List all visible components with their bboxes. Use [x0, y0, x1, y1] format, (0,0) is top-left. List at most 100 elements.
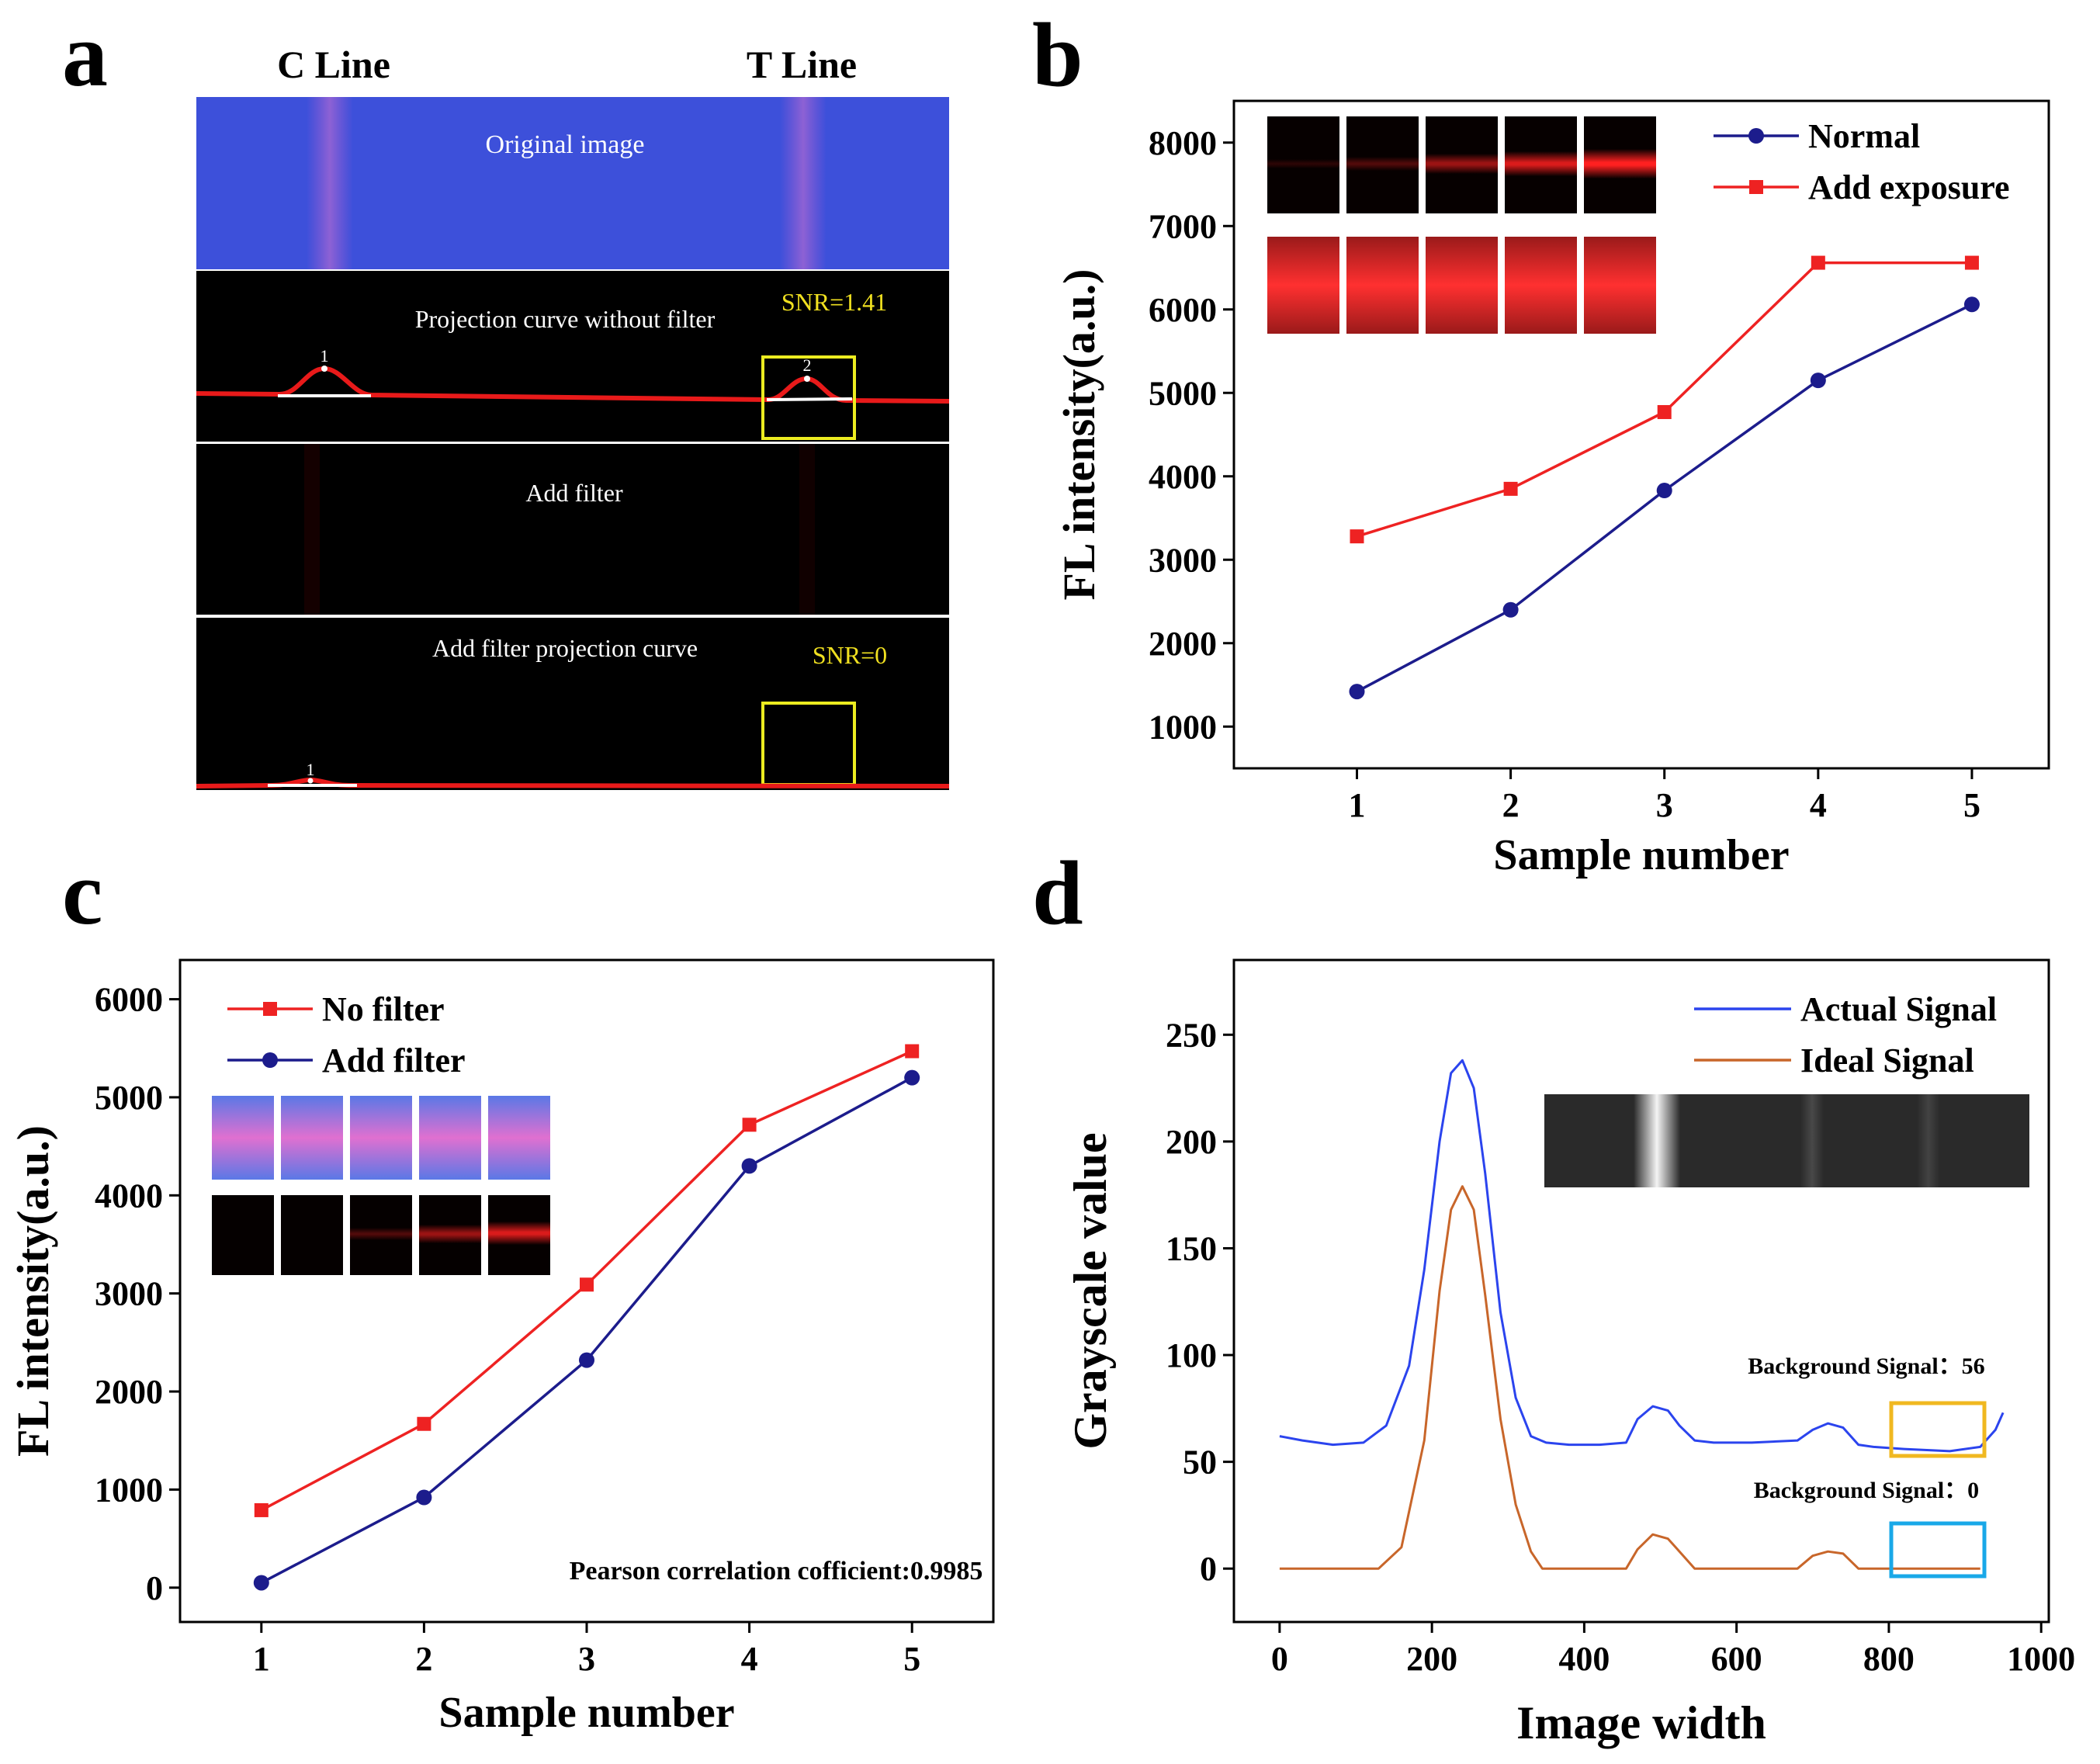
point-add-exposure	[1350, 529, 1364, 544]
peak-2-marker	[804, 376, 810, 382]
y-tick-label-c: 5000	[95, 1079, 163, 1117]
x-tick-label-c: 4	[741, 1640, 758, 1678]
x-tick-label-b: 5	[1963, 786, 1980, 824]
y-tick-label-b: 1000	[1149, 708, 1217, 746]
add-filter-label: Add filter	[525, 479, 623, 507]
snr-with-filter: SNR=0	[813, 641, 887, 669]
panel-a-letter: a	[62, 4, 108, 106]
x-tick-label-d: 1000	[2007, 1640, 2075, 1678]
t-line-label: T Line	[747, 43, 857, 86]
panel-d-inset	[1544, 1094, 2029, 1187]
y-tick-label-d: 200	[1166, 1123, 1217, 1161]
x-tick-label-c: 2	[415, 1640, 432, 1678]
legend-label-add-filter: Add filter	[322, 1041, 466, 1080]
pearson-annotation: Pearson correlation cofficient:0.9985	[570, 1557, 983, 1586]
plot-frame-b	[1232, 99, 2050, 770]
inset-b-top-row	[1267, 116, 1656, 213]
add-filter-strip: Add filter	[196, 444, 949, 615]
y-tick-label-c: 3000	[95, 1275, 163, 1313]
x-tick-label-b: 1	[1348, 786, 1365, 824]
point-add-filter	[579, 1352, 594, 1368]
x-axis-title-d: Image width	[1516, 1697, 1766, 1748]
peak-1-label: 1	[321, 346, 329, 366]
point-add-exposure	[1964, 255, 1979, 270]
panel-d: d 0 200 400 600 800 1000 0 50 100 150 200 250 Image …	[1032, 842, 2075, 1748]
y-tick-label-b: 5000	[1149, 374, 1217, 412]
point-no-filter	[580, 1277, 594, 1292]
y-axis-title-d: Grayscale value	[1065, 1132, 1116, 1449]
x-tick-label-b: 4	[1810, 786, 1827, 824]
y-tick-label-b: 7000	[1149, 207, 1217, 245]
x-tick-label-d: 800	[1863, 1640, 1915, 1678]
y-axis-title-c: FL intensity(a.u.)	[8, 1125, 58, 1457]
inset-c-bottom-row	[212, 1195, 550, 1275]
legend-marker-normal	[1748, 128, 1764, 144]
peak-2-baseline	[766, 397, 853, 401]
legend-label-no-filter: No filter	[322, 990, 445, 1028]
peak-2-label: 2	[803, 355, 812, 375]
point-no-filter	[905, 1044, 920, 1059]
point-add-filter	[741, 1158, 757, 1174]
x-tick-label-d: 400	[1558, 1640, 1610, 1678]
projection-without-filter-strip: Projection curve without filter SNR=1.41…	[196, 271, 950, 442]
x-tick-label-b: 3	[1656, 786, 1673, 824]
y-tick-label-c: 1000	[95, 1471, 163, 1509]
legend-marker-add-filter	[262, 1052, 278, 1068]
panel-d-letter: d	[1032, 842, 1083, 944]
chart-c: 1 2 3 4 5 0 1000 2000 3000 4000 5000 6000 Sample num…	[8, 958, 995, 1737]
y-tick-label-c: 2000	[95, 1373, 163, 1411]
y-tick-label-b: 6000	[1149, 291, 1217, 329]
point-add-exposure	[1503, 481, 1518, 496]
point-normal	[1502, 601, 1519, 618]
ideal-background-box	[1889, 1521, 1987, 1579]
t-line-highlight-box	[761, 355, 856, 440]
legend-marker-add-exposure	[1749, 180, 1763, 194]
y-tick-label-b: 4000	[1149, 458, 1217, 496]
y-tick-label-b: 3000	[1149, 541, 1217, 579]
add-filter-projection-strip: Add filter projection curve SNR=0 1	[196, 618, 950, 790]
y-tick-label-c: 0	[146, 1569, 163, 1607]
series-line-ideal-signal	[1279, 1185, 1980, 1570]
projection-without-filter-label: Projection curve without filter	[415, 305, 716, 333]
point-no-filter	[254, 1502, 269, 1517]
legend-label-normal: Normal	[1808, 117, 1920, 155]
point-add-filter	[904, 1069, 920, 1086]
y-tick-label-d: 100	[1166, 1336, 1217, 1374]
point-normal	[1349, 684, 1365, 700]
x-tick-label-c: 5	[903, 1640, 920, 1678]
panel-c: c 1 2 3 4 5 0 1000 2000 3000 4000 5000 6000 Sample n…	[8, 842, 995, 1737]
x-axis-title-c: Sample number	[438, 1689, 734, 1737]
y-tick-label-c: 4000	[95, 1177, 163, 1215]
panel-b-letter: b	[1032, 4, 1083, 106]
y-axis-title-b: FL intensity(a.u.)	[1054, 269, 1104, 601]
y-tick-label-b: 8000	[1149, 124, 1217, 162]
chart-d: 0 200 400 600 800 1000 0 50 100 150 200 250 Image wi…	[1065, 958, 2075, 1748]
y-tick-label-d: 0	[1200, 1550, 1217, 1588]
panel-a: a C Line T Line Original image Projectio…	[62, 4, 950, 790]
original-image-label: Original image	[486, 130, 645, 159]
point-add-filter	[416, 1489, 432, 1506]
point-add-filter	[253, 1575, 269, 1591]
panel-b-inset	[1267, 116, 1656, 334]
background-signal-actual: Background Signal：56	[1748, 1353, 1984, 1379]
x-tick-label-d: 600	[1711, 1640, 1762, 1678]
y-tick-label-c: 6000	[95, 981, 163, 1019]
y-tick-label-d: 250	[1166, 1016, 1217, 1054]
point-no-filter	[742, 1118, 757, 1132]
x-tick-label-d: 0	[1271, 1640, 1288, 1678]
background-signal-ideal: Background Signal：0	[1754, 1478, 1979, 1503]
point-add-exposure	[1657, 404, 1672, 419]
x-tick-label-d: 200	[1406, 1640, 1457, 1678]
y-tick-label-d: 150	[1166, 1229, 1217, 1267]
peak-1-marker	[321, 366, 327, 372]
original-image-strip: Original image	[196, 97, 949, 269]
filtered-peak-1-marker	[307, 778, 314, 784]
add-filter-projection-label: Add filter projection curve	[432, 634, 698, 662]
y-tick-label-b: 2000	[1149, 625, 1217, 663]
panel-c-letter: c	[62, 842, 102, 944]
filtered-peak-1-label: 1	[307, 760, 315, 779]
point-add-exposure	[1811, 255, 1825, 270]
legend-label-actual-signal: Actual Signal	[1800, 990, 1997, 1028]
x-tick-label-b: 2	[1502, 786, 1520, 824]
